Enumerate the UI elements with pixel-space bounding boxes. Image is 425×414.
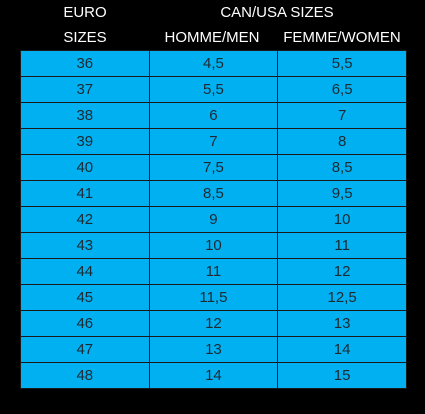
size-table: 36 4,5 5,5 37 5,5 6,5 38 6 7 39 7 8 40 7,5 8,5 41 8,5 9,5… [20,50,407,389]
size-cell: 10 [148,232,279,259]
size-cell: 48 [20,362,150,389]
size-row: 45 11,5 12,5 [20,284,407,311]
euro-heading: EURO [63,4,107,21]
size-cell: 46 [20,310,150,337]
size-cell: 7 [148,128,279,155]
size-row: 42 9 10 [20,206,407,233]
size-cell: 6 [148,102,279,129]
size-cell: 8,5 [148,180,279,207]
size-cell: 4,5 [148,50,279,77]
size-cell: 7 [277,102,407,129]
size-cell: 13 [277,310,407,337]
size-cell: 40 [20,154,150,181]
women-heading: FEMME/WOMEN [283,29,401,46]
sizes-heading: SIZES [63,29,107,46]
size-row: 40 7,5 8,5 [20,154,407,181]
size-cell: 11 [148,258,279,285]
size-cell: 6,5 [277,76,407,103]
size-row: 43 10 11 [20,232,407,259]
size-row: 38 6 7 [20,102,407,129]
size-cell: 47 [20,336,150,363]
size-cell: 14 [148,362,279,389]
size-cell: 37 [20,76,150,103]
size-cell: 42 [20,206,150,233]
size-cell: 5,5 [148,76,279,103]
size-row: 44 11 12 [20,258,407,285]
men-heading: HOMME/MEN [164,29,260,46]
size-row: 39 7 8 [20,128,407,155]
size-cell: 44 [20,258,150,285]
size-cell: 12 [148,310,279,337]
size-cell: 45 [20,284,150,311]
size-row: 46 12 13 [20,310,407,337]
can-usa-heading: CAN/USA SIZES [220,4,334,21]
size-cell: 5,5 [277,50,407,77]
size-cell: 11,5 [148,284,279,311]
size-row: 47 13 14 [20,336,407,363]
size-cell: 12 [277,258,407,285]
size-cell: 38 [20,102,150,129]
size-cell: 10 [277,206,407,233]
size-cell: 41 [20,180,150,207]
size-cell: 36 [20,50,150,77]
size-cell: 11 [277,232,407,259]
size-cell: 12,5 [277,284,407,311]
size-row: 37 5,5 6,5 [20,76,407,103]
size-cell: 43 [20,232,150,259]
size-cell: 8,5 [277,154,407,181]
size-cell: 9,5 [277,180,407,207]
size-cell: 14 [277,336,407,363]
size-cell: 8 [277,128,407,155]
size-row: 41 8,5 9,5 [20,180,407,207]
size-row: 36 4,5 5,5 [20,50,407,77]
size-cell: 7,5 [148,154,279,181]
size-cell: 39 [20,128,150,155]
size-row: 48 14 15 [20,362,407,389]
size-cell: 15 [277,362,407,389]
size-cell: 13 [148,336,279,363]
size-cell: 9 [148,206,279,233]
